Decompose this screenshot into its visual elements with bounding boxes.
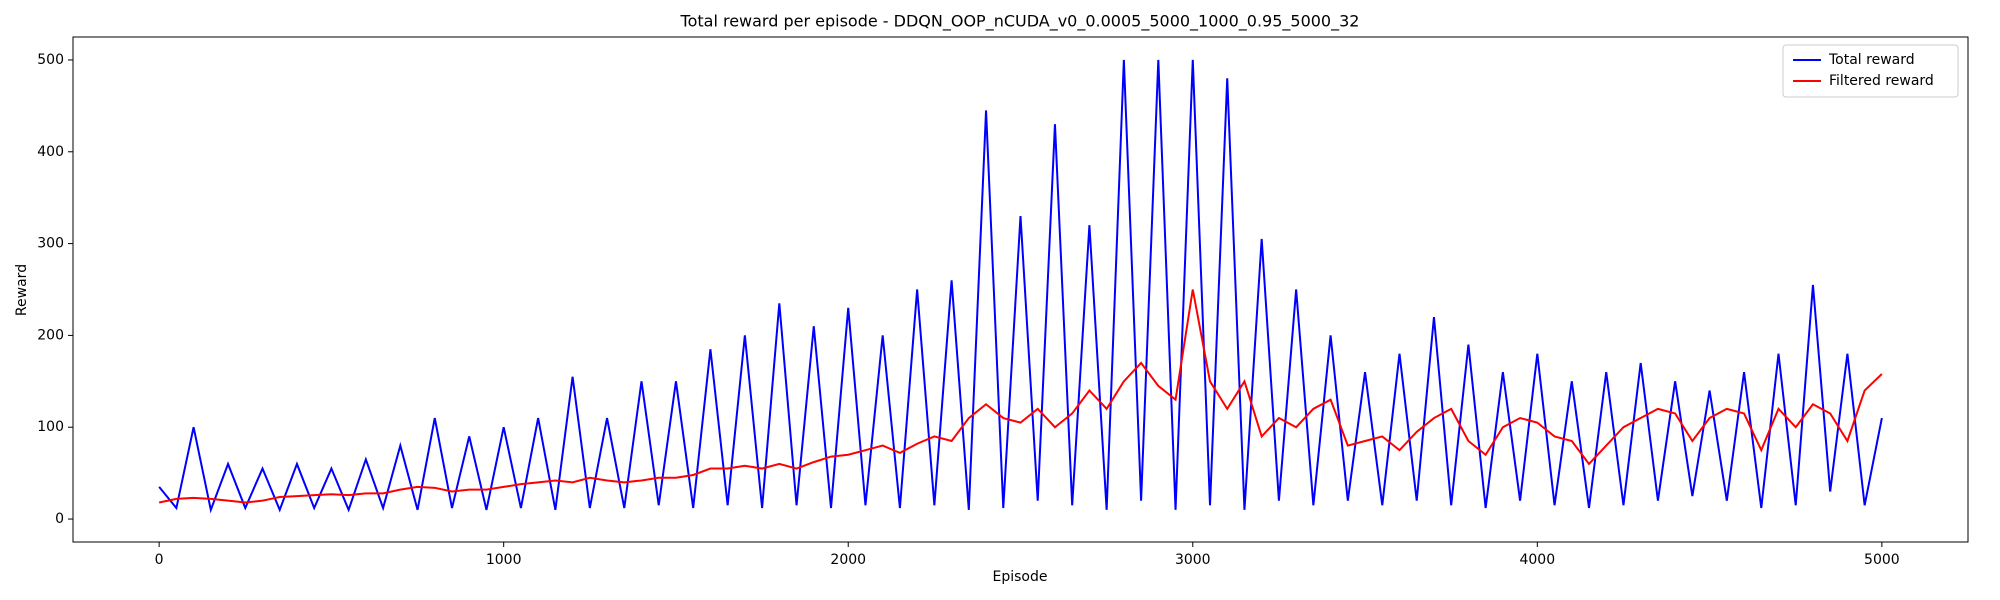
x-tick-label: 4000 [1519,552,1555,568]
x-tick-label: 3000 [1175,552,1211,568]
y-axis-label: Reward [14,264,30,316]
y-tick-label: 400 [37,144,64,160]
x-tick-label: 1000 [486,552,522,568]
x-axis-label: Episode [993,569,1048,585]
legend-label: Filtered reward [1829,73,1934,89]
x-tick-label: 0 [155,552,164,568]
y-tick-label: 500 [37,52,64,68]
y-tick-label: 300 [37,236,64,252]
series-line [158,289,1883,504]
series-line [158,59,1883,514]
chart-title: Total reward per episode - DDQN_OOP_nCUD… [680,12,1360,32]
x-tick-label: 5000 [1864,552,1900,568]
y-tick-label: 0 [55,511,64,527]
x-tick-label: 2000 [830,552,866,568]
plot-frame [72,36,1969,543]
legend-box [1782,44,1959,98]
legend-label: Total reward [1828,52,1915,68]
y-tick-label: 100 [37,419,64,435]
legend: Total reward Filtered reward [1782,44,1959,98]
y-tick-label: 200 [37,327,64,343]
